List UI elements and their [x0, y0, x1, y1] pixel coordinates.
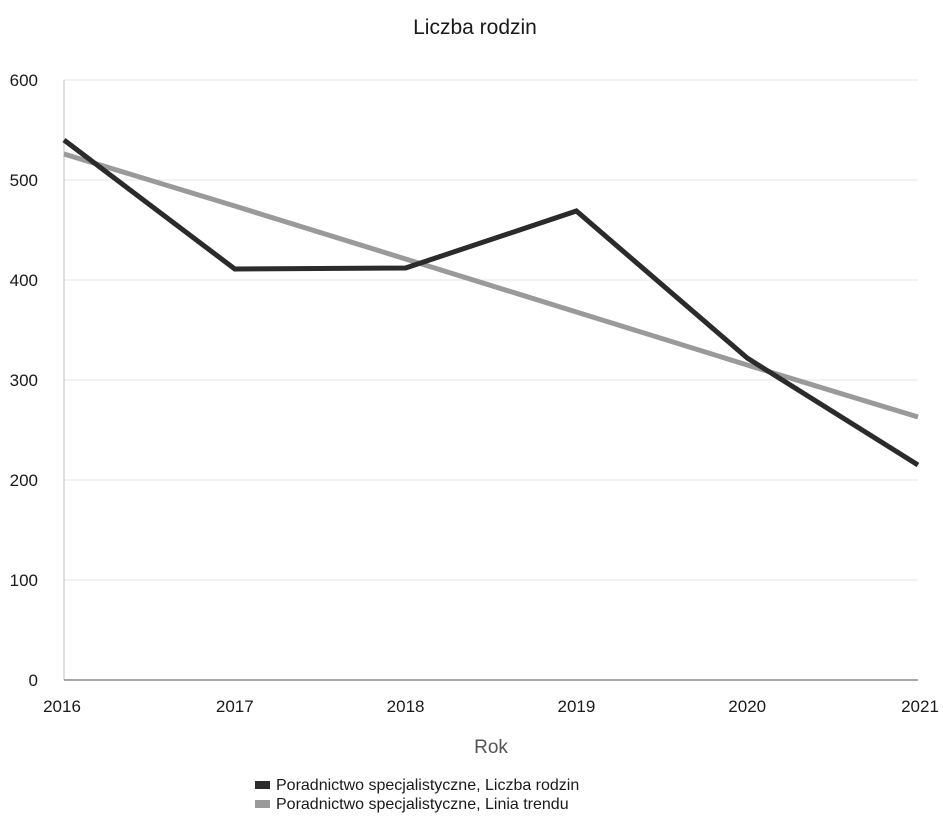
x-tick-label: 2018 [387, 697, 425, 716]
y-tick-label: 0 [29, 671, 38, 690]
x-tick-label: 2019 [557, 697, 595, 716]
y-tick-label: 600 [10, 71, 38, 90]
x-tick-label: 2021 [901, 697, 939, 716]
legend-swatch [255, 781, 270, 789]
legend-label: Poradnictwo specjalistyczne, Liczba rodz… [276, 777, 579, 794]
y-tick-label: 300 [10, 371, 38, 390]
y-tick-label: 500 [10, 171, 38, 190]
legend-label: Poradnictwo specjalistyczne, Linia trend… [276, 796, 569, 813]
x-axis-title: Rok [474, 737, 508, 758]
y-tick-label: 400 [10, 271, 38, 290]
series-line-1 [63, 151, 919, 420]
axes [63, 80, 918, 681]
legend: Poradnictwo specjalistyczne, Liczba rodz… [255, 777, 579, 813]
chart-title: Liczba rodzin [413, 16, 537, 39]
x-tick-label: 2017 [216, 697, 254, 716]
series-line-0 [62, 138, 920, 468]
x-tick-label: 2016 [43, 697, 81, 716]
x-tick-label: 2020 [728, 697, 766, 716]
y-tick-label: 100 [10, 571, 38, 590]
series-lines [62, 138, 920, 468]
y-tick-labels: 0 100 200 300 400 500 600 [10, 71, 38, 690]
legend-swatch [255, 800, 270, 808]
grid-lines [64, 79, 918, 581]
y-tick-label: 200 [10, 471, 38, 490]
x-tick-labels: 2016 2017 2018 2019 2020 2021 [43, 697, 939, 716]
